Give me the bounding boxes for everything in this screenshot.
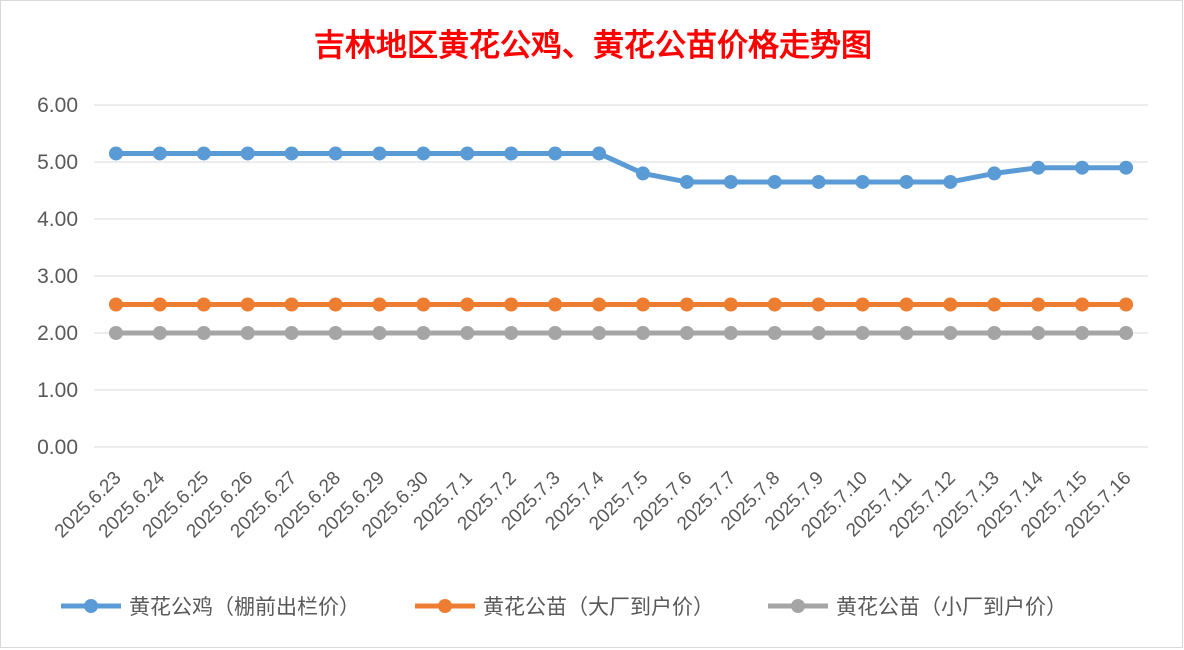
y-tick-label: 0.00 — [37, 436, 78, 459]
data-point — [855, 326, 870, 340]
data-point — [987, 166, 1002, 181]
data-point — [899, 326, 914, 340]
data-point — [855, 297, 870, 312]
data-point — [152, 297, 167, 312]
data-point — [284, 297, 299, 312]
data-point — [943, 297, 958, 312]
data-point — [592, 326, 607, 340]
data-point — [108, 146, 123, 161]
y-axis-ticks: 0.00 1.00 2.00 3.00 4.00 5.00 6.00 — [37, 94, 78, 459]
data-point — [372, 326, 387, 340]
data-point — [548, 297, 563, 312]
data-point — [899, 174, 914, 189]
data-point — [723, 326, 738, 340]
y-tick-label: 6.00 — [37, 94, 78, 117]
legend-item-1: 黄花公鸡（棚前出栏价） — [61, 595, 360, 619]
data-point — [811, 297, 826, 312]
data-point — [284, 326, 299, 340]
y-tick-label: 5.00 — [37, 151, 78, 174]
legend-swatch-marker — [791, 599, 805, 613]
legend-item-3: 黄花公苗（小厂到户价） — [768, 595, 1067, 619]
data-point — [1031, 326, 1046, 340]
data-point — [240, 146, 255, 161]
data-point — [240, 297, 255, 312]
series-layer — [108, 146, 1134, 340]
data-point — [460, 146, 475, 161]
data-point — [679, 326, 694, 340]
data-point — [372, 146, 387, 161]
series-line — [113, 150, 1129, 185]
data-point — [504, 146, 519, 161]
data-point — [372, 297, 387, 312]
data-point — [855, 174, 870, 189]
data-point — [152, 146, 167, 161]
data-point — [592, 297, 607, 312]
data-point — [416, 326, 431, 340]
data-point — [1119, 326, 1134, 340]
data-point — [635, 166, 650, 181]
data-point — [328, 297, 343, 312]
legend-label: 黄花公鸡（棚前出栏价） — [129, 595, 360, 619]
data-point — [328, 326, 343, 340]
data-point — [196, 326, 211, 340]
data-point — [196, 146, 211, 161]
data-point — [987, 297, 1002, 312]
data-point — [899, 297, 914, 312]
data-point — [416, 146, 431, 161]
y-tick-label: 2.00 — [37, 322, 78, 345]
data-point — [767, 174, 782, 189]
data-point — [811, 174, 826, 189]
data-point — [592, 146, 607, 161]
legend-label: 黄花公苗（大厂到户价） — [483, 595, 714, 619]
data-point — [108, 297, 123, 312]
data-point — [196, 297, 211, 312]
data-point — [943, 326, 958, 340]
data-point — [987, 326, 1002, 340]
data-point — [767, 297, 782, 312]
legend-swatch-marker — [84, 599, 98, 613]
data-point — [1075, 326, 1090, 340]
data-point — [679, 174, 694, 189]
data-point — [943, 174, 958, 189]
data-point — [635, 297, 650, 312]
legend-swatch-marker — [438, 599, 452, 613]
data-point — [635, 326, 650, 340]
data-point — [1031, 297, 1046, 312]
data-point — [284, 146, 299, 161]
y-tick-label: 4.00 — [37, 208, 78, 231]
data-point — [811, 326, 826, 340]
data-point — [767, 326, 782, 340]
y-tick-label: 3.00 — [37, 265, 78, 288]
data-point — [240, 326, 255, 340]
data-point — [328, 146, 343, 161]
data-point — [460, 326, 475, 340]
series-3 — [108, 326, 1134, 340]
data-point — [460, 297, 475, 312]
data-point — [152, 326, 167, 340]
y-tick-label: 1.00 — [37, 379, 78, 402]
data-point — [108, 326, 123, 340]
data-point — [504, 297, 519, 312]
data-point — [723, 297, 738, 312]
data-point — [679, 297, 694, 312]
data-point — [416, 297, 431, 312]
legend-label: 黄花公苗（小厂到户价） — [836, 595, 1067, 619]
series-2 — [108, 297, 1134, 312]
chart-title: 吉林地区黄花公鸡、黄花公苗价格走势图 — [314, 28, 872, 64]
legend: 黄花公鸡（棚前出栏价） 黄花公苗（大厂到户价） 黄花公苗（小厂到户价） — [61, 595, 1067, 619]
data-point — [1075, 297, 1090, 312]
legend-item-2: 黄花公苗（大厂到户价） — [415, 595, 714, 619]
data-point — [504, 326, 519, 340]
data-point — [1031, 160, 1046, 175]
x-axis-ticks: 2025.6.232025.6.242025.6.252025.6.262025… — [51, 467, 1136, 542]
series-1 — [108, 146, 1134, 189]
data-point — [548, 326, 563, 340]
data-point — [723, 174, 738, 189]
data-point — [1075, 160, 1090, 175]
data-point — [1119, 160, 1134, 175]
data-point — [548, 146, 563, 161]
data-point — [1119, 297, 1134, 312]
